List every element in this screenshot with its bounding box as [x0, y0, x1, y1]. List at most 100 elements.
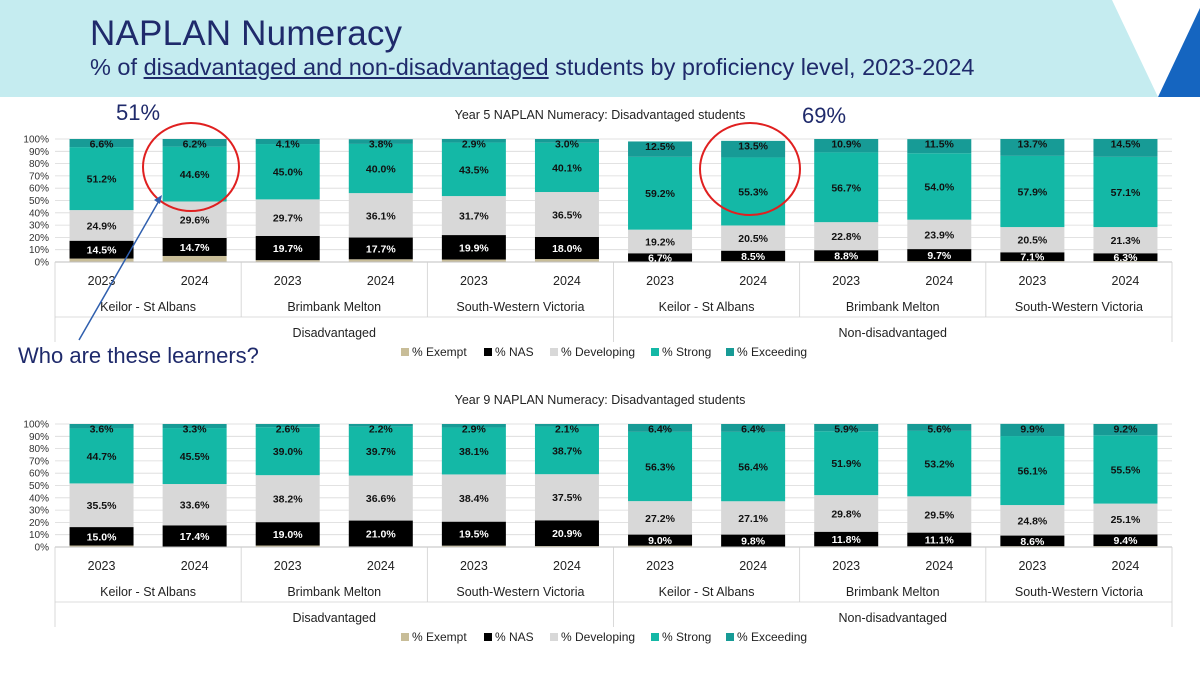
x-tick-label: 2023: [88, 274, 116, 288]
y-tick-label: 90%: [29, 432, 49, 443]
x-tick-label: 2024: [1112, 559, 1140, 573]
data-label: 36.5%: [552, 209, 582, 221]
bar-segment: [348, 426, 413, 476]
legend-label: % Exempt: [412, 345, 467, 359]
data-label: 38.1%: [459, 446, 489, 458]
data-label: 19.2%: [645, 236, 675, 248]
data-label: 3.8%: [369, 139, 394, 151]
bar-segment: [69, 527, 134, 546]
bar-segment: [628, 545, 693, 547]
data-label: 55.3%: [738, 186, 768, 198]
region-label: Brimbank Melton: [287, 300, 381, 314]
y-tick-label: 50%: [29, 481, 49, 492]
bar-segment: [162, 255, 227, 262]
y-tick-label: 80%: [29, 159, 49, 170]
data-label: 56.4%: [738, 462, 768, 474]
bar-segment: [348, 424, 413, 427]
region-label: Brimbank Melton: [287, 585, 381, 599]
chart-title: Year 5 NAPLAN Numeracy: Disadvantaged st…: [455, 108, 746, 122]
bar-segment: [907, 139, 972, 154]
data-label: 21.3%: [1111, 235, 1141, 247]
x-tick-label: 2024: [739, 559, 767, 573]
data-label: 25.1%: [1111, 514, 1141, 526]
legend-label: % NAS: [495, 630, 534, 644]
data-label: 4.1%: [276, 139, 301, 151]
data-label: 13.7%: [1017, 139, 1047, 151]
data-label: 14.7%: [180, 242, 210, 254]
data-label: 9.9%: [1020, 423, 1045, 435]
y-tick-label: 20%: [29, 233, 49, 244]
y-tick-label: 10%: [29, 530, 49, 541]
data-label: 6.4%: [648, 424, 673, 436]
data-label: 5.9%: [834, 424, 859, 436]
x-tick-label: 2024: [925, 559, 953, 573]
data-label: 19.5%: [459, 529, 489, 541]
data-label: 27.1%: [738, 513, 768, 525]
data-label: 17.4%: [180, 531, 210, 543]
group-label: Non-disadvantaged: [839, 326, 947, 340]
region-label: Keilor - St Albans: [659, 585, 755, 599]
bar-segment: [255, 139, 320, 145]
bar-segment: [907, 249, 972, 262]
bar-segment: [534, 139, 599, 143]
legend-swatch: [651, 348, 659, 356]
data-label: 8.6%: [1020, 536, 1045, 548]
data-label: 6.4%: [741, 424, 766, 436]
bar-segment: [348, 139, 413, 144]
subtitle-underlined: disadvantaged and non-disadvantaged: [143, 54, 549, 80]
data-label: 19.7%: [273, 243, 303, 255]
bar-segment: [907, 496, 972, 533]
x-tick-label: 2024: [553, 559, 581, 573]
subtitle-prefix: % of: [90, 54, 144, 80]
data-label: 33.6%: [180, 500, 210, 512]
subtitle-suffix: students by proficiency level, 2023-2024: [548, 54, 975, 80]
data-label: 6.2%: [183, 139, 208, 151]
data-label: 29.6%: [180, 215, 210, 227]
data-label: 43.5%: [459, 164, 489, 176]
region-label: Brimbank Melton: [846, 585, 940, 599]
y-tick-label: 100%: [23, 420, 49, 431]
bar-segment: [441, 139, 506, 143]
y-tick-label: 80%: [29, 444, 49, 455]
bar-segment: [255, 427, 320, 476]
year9-chart: Year 9 NAPLAN Numeracy: Disadvantaged st…: [23, 393, 1173, 644]
x-tick-label: 2024: [367, 274, 395, 288]
bar-segment: [441, 424, 506, 428]
bar-segment: [69, 139, 134, 148]
y-tick-label: 20%: [29, 518, 49, 529]
bar-segment: [69, 258, 134, 262]
data-label: 24.9%: [87, 220, 117, 232]
bar-segment: [1093, 139, 1158, 157]
legend-swatch: [401, 348, 409, 356]
y-tick-label: 40%: [29, 208, 49, 219]
bar-segment: [441, 142, 506, 197]
data-label: 54.0%: [924, 181, 954, 193]
bar-segment: [1000, 535, 1065, 547]
data-label: 18.0%: [552, 243, 582, 255]
region-label: Keilor - St Albans: [100, 300, 196, 314]
data-label: 22.8%: [831, 231, 861, 243]
legend-label: % Developing: [561, 345, 635, 359]
data-label: 9.7%: [927, 250, 952, 262]
data-label: 31.7%: [459, 211, 489, 223]
data-label: 39.7%: [366, 446, 396, 458]
bar-segment: [628, 431, 693, 502]
bar-segment: [628, 141, 693, 157]
bar-segment: [1000, 505, 1065, 536]
page-subtitle: % of disadvantaged and non-disadvantaged…: [90, 54, 975, 81]
data-label: 35.5%: [87, 500, 117, 512]
data-label: 59.2%: [645, 188, 675, 200]
data-label: 11.1%: [925, 534, 955, 546]
data-label: 57.9%: [1017, 186, 1047, 198]
data-label: 15.0%: [87, 531, 117, 543]
legend-label: % Exceeding: [737, 345, 807, 359]
data-label: 6.7%: [648, 252, 673, 264]
bar-segment: [628, 534, 693, 546]
data-label: 2.9%: [462, 139, 487, 151]
y-tick-label: 30%: [29, 506, 49, 517]
bar-segment: [534, 426, 599, 475]
x-tick-label: 2024: [925, 274, 953, 288]
group-label: Non-disadvantaged: [839, 611, 947, 625]
legend-label: % Exceeding: [737, 630, 807, 644]
bar-segment: [721, 424, 786, 432]
